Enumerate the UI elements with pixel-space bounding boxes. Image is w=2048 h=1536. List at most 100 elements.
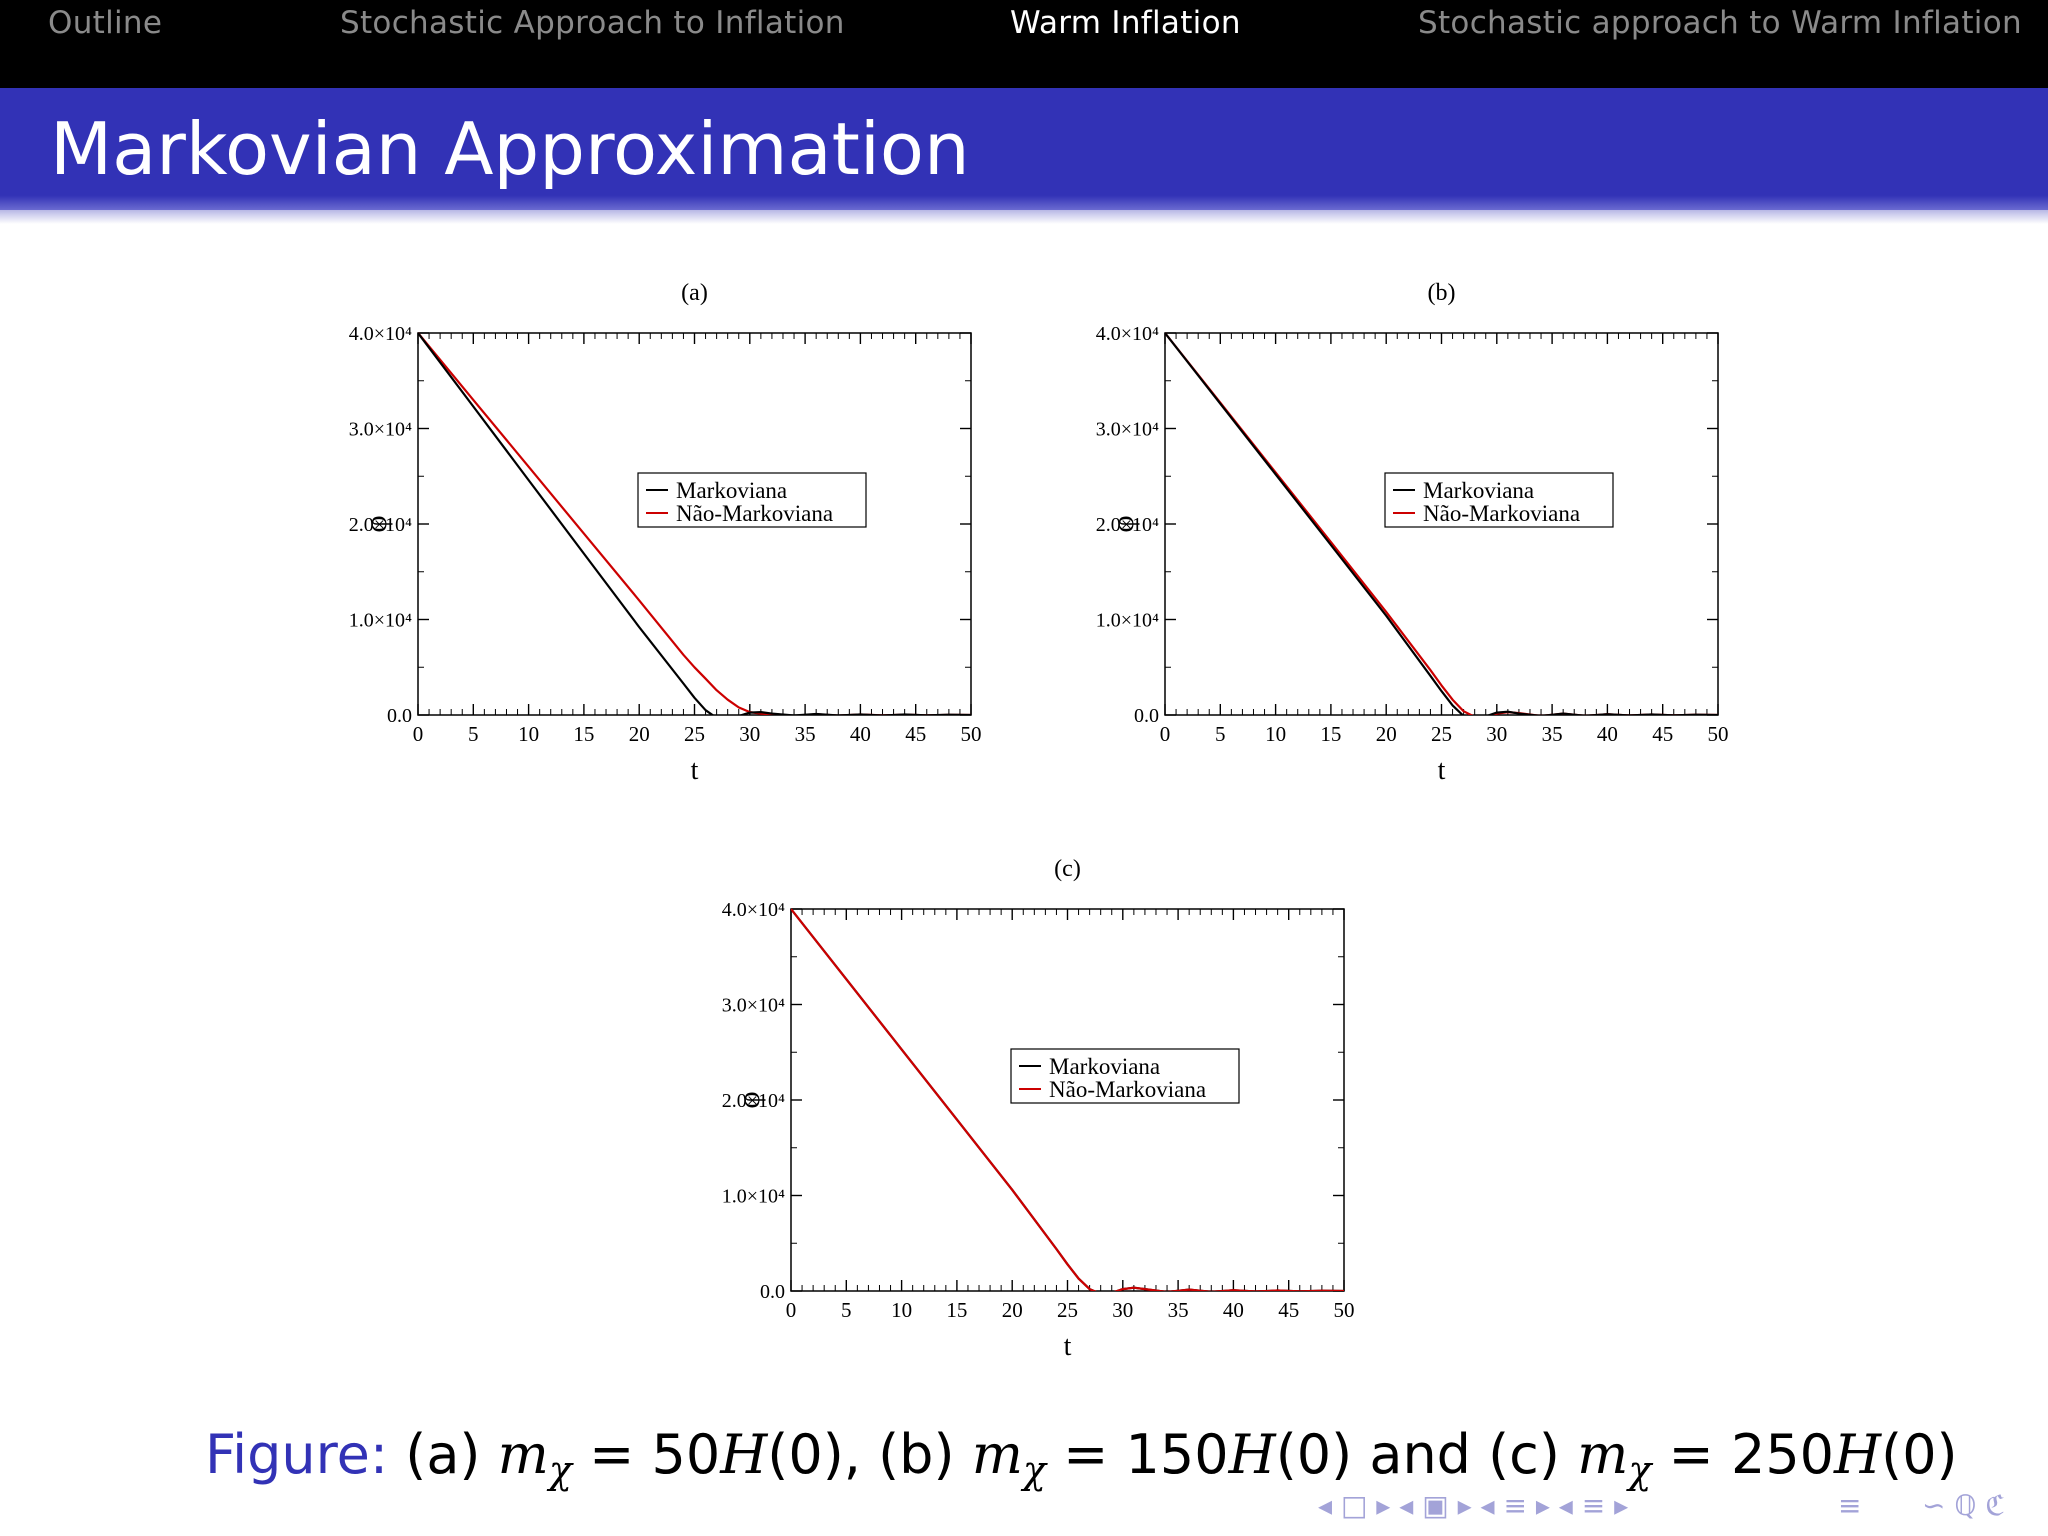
nav-item-stochastic-warm-inflation[interactable]: Stochastic approach to Warm Inflation [1418,5,2022,41]
series-group [1165,332,1718,715]
y-tick-label: 4.0×10⁴ [349,323,412,345]
panel-label: (c) [1054,856,1081,882]
y-tick-label: 3.0×10⁴ [722,995,785,1017]
beamer-nav-arrows-icon[interactable]: ◂ □ ▸ ◂ ▣ ▸ ◂ ≡ ▸ ◂ ≡ ▸ [1318,1489,1629,1522]
series-line-markoviana [418,332,971,715]
y-tick-label: 0.0 [387,705,412,727]
x-tick-label: 30 [1486,722,1507,746]
caption-part: (0) and (c) [1275,1423,1560,1486]
x-tick-label: 25 [684,722,705,746]
y-tick-label: 3.0×10⁴ [1096,419,1159,441]
caption-m-symbol: m [1577,1423,1629,1486]
frame-title: Markovian Approximation [50,107,970,191]
caption-label: Figure: [205,1423,389,1486]
caption-m-symbol: m [971,1423,1023,1486]
beamer-nav-eq-icon[interactable]: ≡ [1838,1489,1862,1522]
x-tick-label: 50 [1708,722,1729,746]
figure-caption: Figure: (a) mχ = 50H(0), (b) mχ = 150H(0… [205,1420,1958,1492]
y-tick-label: 2.0×10⁴ [1096,514,1159,536]
x-tick-label: 45 [1652,722,1673,746]
y-tick-label: 3.0×10⁴ [349,419,412,441]
x-tick-label: 50 [1334,1298,1355,1322]
x-axis-label: t [691,755,699,786]
y-tick-label: 1.0×10⁴ [722,1186,785,1208]
x-tick-label: 20 [629,722,650,746]
caption-part: (0), (b) [767,1423,955,1486]
x-tick-label: 15 [573,722,594,746]
series-group [791,908,1344,1291]
caption-chi-symbol: χ [1628,1448,1652,1492]
x-tick-label: 0 [1160,722,1171,746]
y-axis-label: φ [733,1091,766,1108]
beamer-navbar: Outline Stochastic Approach to Inflation… [0,0,2048,88]
x-tick-label: 5 [841,1298,852,1322]
x-tick-label: 0 [786,1298,797,1322]
x-tick-label: 25 [1057,1298,1078,1322]
y-tick-label: 4.0×10⁴ [1096,323,1159,345]
caption-part: = 50 [589,1423,721,1486]
x-tick-label: 45 [1278,1298,1299,1322]
caption-part: (a) [405,1423,481,1486]
x-tick-label: 10 [891,1298,912,1322]
x-tick-label: 35 [1542,722,1563,746]
series-line-nao-markoviana [791,908,1344,1291]
chart-panel-c: (c) 0 5 10 15 20 25 30 35 40 45 50 0.0 1.0×10⁴ 2.0×10⁴… [722,856,1355,1362]
title-shadow [0,210,2048,224]
y-tick-label: 1.0×10⁴ [349,610,412,632]
panel-label: (a) [681,280,708,306]
x-tick-label: 25 [1431,722,1452,746]
chart-panel-a: (a) 0 5 10 15 20 25 30 35 40 45 50 0.0 1.0×10⁴ 2.0×10⁴… [349,280,982,786]
x-tick-label: 40 [1223,1298,1244,1322]
legend-entry-label: Não-Markoviana [1423,501,1580,526]
x-tick-label: 10 [518,722,539,746]
nav-item-stochastic-inflation[interactable]: Stochastic Approach to Inflation [340,5,845,41]
caption-chi-symbol: χ [548,1448,572,1492]
caption-h-symbol: H [720,1423,768,1486]
panel-label: (b) [1428,280,1456,306]
frame-title-bar: Markovian Approximation [0,88,2048,210]
x-tick-label: 35 [1168,1298,1189,1322]
caption-part: = 150 [1063,1423,1229,1486]
x-tick-label: 40 [850,722,871,746]
legend-box [1384,472,1614,528]
x-tick-label: 45 [905,722,926,746]
legend-entry-label: Markoviana [676,478,787,503]
x-tick-label: 20 [1376,722,1397,746]
legend-entry-label: Markoviana [1423,478,1534,503]
caption-part: = 250 [1668,1423,1835,1486]
nav-item-outline[interactable]: Outline [48,5,163,41]
y-tick-label: 2.0×10⁴ [349,514,412,536]
y-axis-label: φ [360,515,393,532]
legend-box [637,472,867,528]
chart-panel-b: (b) 0 5 10 15 20 25 30 35 40 45 50 0.0 1.0×10⁴ 2.0×10⁴… [1096,280,1729,786]
series-group [418,332,971,715]
y-tick-label: 4.0×10⁴ [722,899,785,921]
legend-entry-label: Markoviana [1049,1054,1160,1079]
x-tick-label: 30 [1112,1298,1133,1322]
x-axis-label: t [1064,1331,1072,1362]
beamer-nav-search-icon[interactable]: ∽ ℚ ℭ [1922,1489,2005,1522]
y-tick-label: 1.0×10⁴ [1096,610,1159,632]
x-axis-label: t [1438,755,1446,786]
caption-h-symbol: H [1228,1423,1276,1486]
caption-m-symbol: m [497,1423,549,1486]
x-tick-label: 40 [1597,722,1618,746]
nav-item-warm-inflation[interactable]: Warm Inflation [1010,5,1241,41]
x-tick-label: 15 [1320,722,1341,746]
x-tick-label: 0 [413,722,424,746]
series-line-markoviana [1165,332,1718,715]
y-axis-label: φ [1107,515,1140,532]
y-tick-label: 0.0 [760,1281,785,1303]
legend-entry-label: Não-Markoviana [676,501,833,526]
x-tick-label: 20 [1002,1298,1023,1322]
legend-box [1010,1048,1240,1104]
x-tick-label: 10 [1265,722,1286,746]
y-tick-label: 0.0 [1134,705,1159,727]
x-tick-label: 30 [739,722,760,746]
caption-h-symbol: H [1834,1423,1882,1486]
caption-chi-symbol: χ [1022,1448,1046,1492]
x-tick-label: 50 [961,722,982,746]
caption-part: (0) [1881,1423,1958,1486]
x-tick-label: 35 [795,722,816,746]
x-tick-label: 5 [468,722,479,746]
